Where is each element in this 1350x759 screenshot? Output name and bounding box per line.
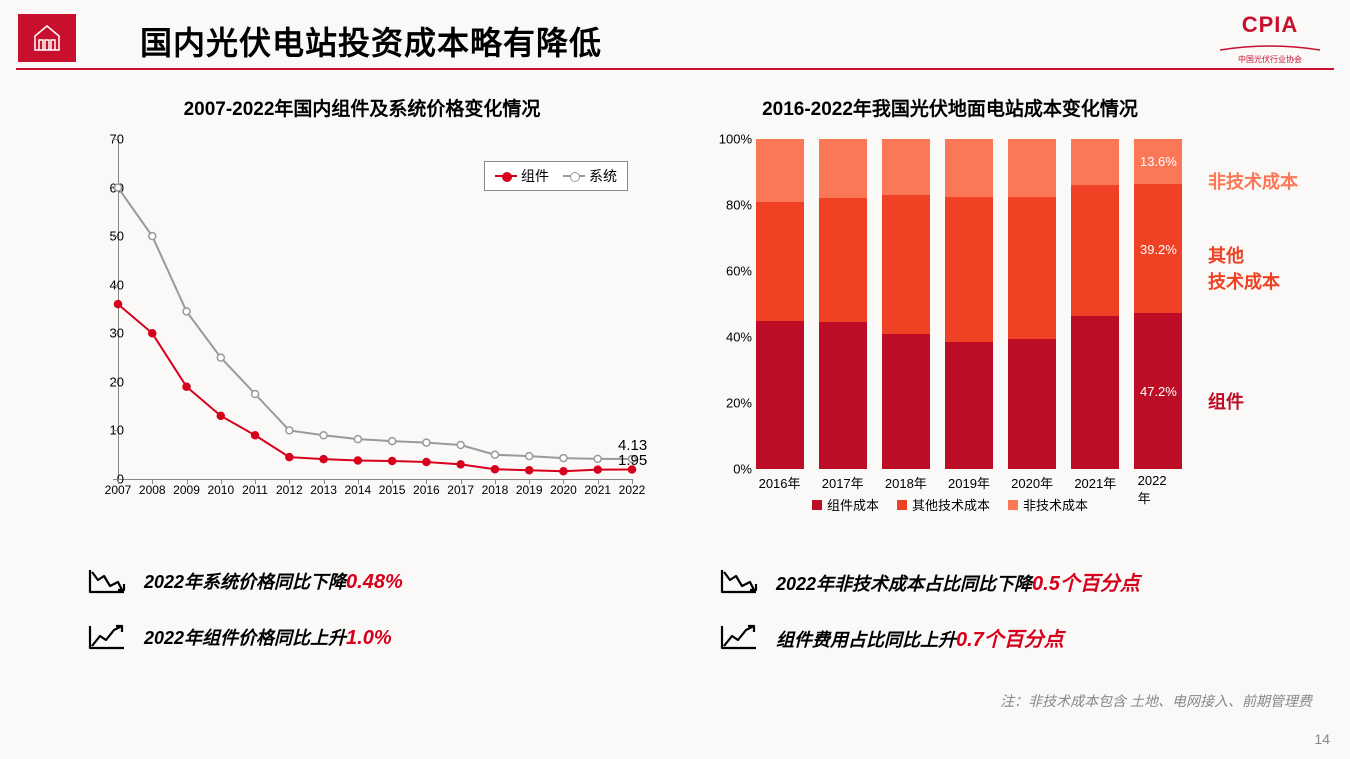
side-label: 组件 — [1208, 388, 1244, 414]
notes-left: 2022年系统价格同比下降0.48% 2022年组件价格同比上升1.0% — [88, 566, 648, 678]
stacked-bar: 47.2% 39.2% 13.6% — [1134, 139, 1182, 469]
stacked-bar — [945, 139, 993, 469]
note-text: 组件费用占比同比上升0.7个百分点 — [776, 623, 1064, 652]
bar-y-tick: 0% — [733, 462, 752, 477]
stacked-bar — [1008, 139, 1056, 469]
bar-y-tick: 80% — [726, 198, 752, 213]
down-trend-icon — [88, 566, 126, 596]
stacked-bar — [882, 139, 930, 469]
note-row: 2022年组件价格同比上升1.0% — [88, 622, 648, 652]
note-row: 2022年系统价格同比下降0.48% — [88, 566, 648, 596]
line-legend: 组件系统 — [484, 161, 628, 191]
header-icon-block — [18, 14, 76, 62]
stacked-bar — [756, 139, 804, 469]
bar-x-tick: 2016年 — [759, 473, 801, 492]
up-trend-icon — [88, 622, 126, 652]
building-icon — [31, 22, 63, 54]
bar-x-tick: 2018年 — [885, 473, 927, 492]
notes-right: 2022年非技术成本占比同比下降0.5个百分点组件费用占比同比上升0.7个百分点 — [720, 566, 1280, 678]
note-text: 2022年系统价格同比下降0.48% — [144, 568, 403, 594]
bar-value-label: 13.6% — [1140, 154, 1177, 169]
bar-y-tick: 60% — [726, 264, 752, 279]
page-number: 14 — [1314, 731, 1330, 747]
left-chart-title: 2007-2022年国内组件及系统价格变化情况 — [82, 94, 642, 121]
bar-x-tick: 2021年 — [1074, 473, 1116, 492]
bar-y-tick: 40% — [726, 330, 752, 345]
right-chart-title: 2016-2022年我国光伏地面电站成本变化情况 — [700, 94, 1200, 121]
bar-y-tick: 100% — [719, 132, 752, 147]
stacked-bar-chart: 47.2% 39.2% 13.6% 0% 20% 40% 60% 80% 100% 2016年 20… — [700, 129, 1200, 509]
stacked-bar — [819, 139, 867, 469]
up-trend-icon — [720, 622, 758, 652]
bar-x-tick: 2019年 — [948, 473, 990, 492]
side-label: 其他技术成本 — [1208, 242, 1280, 294]
bar-legend: 组件成本其他技术成本非技术成本 — [700, 495, 1200, 514]
bar-value-label: 47.2% — [1140, 384, 1177, 399]
footnote: 注：非技术成本包含 土地、电网接入、前期管理费 — [1000, 691, 1312, 711]
note-text: 2022年组件价格同比上升1.0% — [144, 624, 392, 650]
note-row: 2022年非技术成本占比同比下降0.5个百分点 — [720, 566, 1280, 596]
line-end-label: 1.95 — [618, 452, 647, 469]
cpia-logo: CPIA 中国光伏行业协会 — [1220, 12, 1320, 65]
logo-text: CPIA — [1220, 12, 1320, 38]
bar-value-label: 39.2% — [1140, 242, 1177, 257]
side-label: 非技术成本 — [1208, 168, 1298, 194]
title-underline — [16, 68, 1334, 70]
slide-title: 国内光伏电站投资成本略有降低 — [140, 18, 602, 64]
note-row: 组件费用占比同比上升0.7个百分点 — [720, 622, 1280, 652]
note-text: 2022年非技术成本占比同比下降0.5个百分点 — [776, 567, 1140, 596]
logo-subtitle: 中国光伏行业协会 — [1220, 54, 1320, 65]
line-chart: 0102030405060702007200820092010201120122… — [82, 129, 642, 509]
bar-x-tick: 2020年 — [1011, 473, 1053, 492]
down-trend-icon — [720, 566, 758, 596]
bar-y-tick: 20% — [726, 396, 752, 411]
stacked-bar — [1071, 139, 1119, 469]
bar-x-tick: 2017年 — [822, 473, 864, 492]
